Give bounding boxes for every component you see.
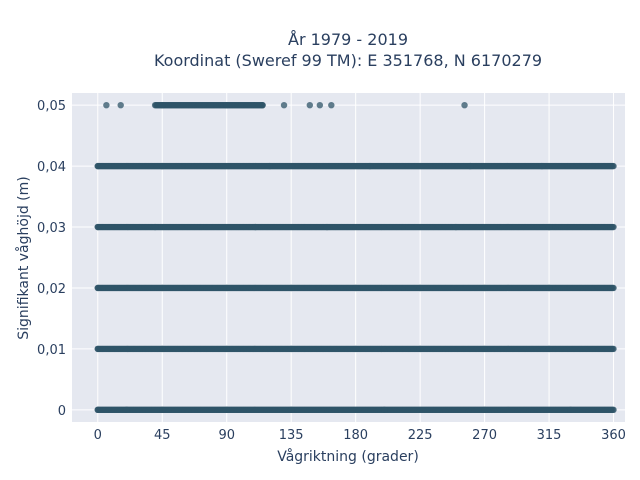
data-point: [416, 345, 424, 353]
data-point: [352, 345, 359, 353]
x-tick-label: 225: [408, 428, 433, 443]
data-point: [545, 284, 553, 292]
data-point: [94, 223, 101, 231]
data-point: [159, 162, 166, 170]
data-point: [481, 406, 488, 414]
data-point: [223, 101, 230, 109]
data-point: [366, 162, 374, 170]
data-point: [259, 101, 266, 109]
data-point: [467, 162, 474, 170]
y-tick-label: 0: [58, 404, 66, 419]
data-point: [381, 406, 388, 414]
data-point: [223, 345, 230, 353]
data-point: [416, 284, 424, 292]
x-axis-title: Vågriktning (grader): [277, 448, 419, 465]
data-point: [159, 406, 166, 414]
x-tick-label: 135: [279, 428, 304, 443]
data-point: [103, 101, 110, 109]
data-point: [94, 162, 101, 170]
data-point: [610, 223, 617, 231]
data-point: [287, 406, 295, 414]
data-point: [223, 284, 230, 292]
y-tick-label: 0,01: [37, 343, 66, 358]
data-point: [461, 101, 468, 109]
data-point: [280, 101, 288, 109]
x-tick-label: 45: [154, 428, 171, 443]
x-tick-labels: 0 45 90 135 180 225 270 315 360: [94, 428, 626, 443]
data-point: [287, 345, 295, 353]
data-point: [94, 345, 101, 353]
x-tick-label: 180: [343, 428, 368, 443]
data-point: [328, 101, 335, 109]
data-point: [117, 101, 124, 109]
data-point: [252, 223, 259, 231]
x-tick-label: 270: [472, 428, 497, 443]
data-point: [316, 101, 324, 109]
data-point: [567, 406, 574, 414]
x-tick-label: 315: [537, 428, 562, 443]
data-point: [545, 223, 553, 231]
x-tick-label: 0: [94, 428, 102, 443]
x-tick-label: 360: [601, 428, 626, 443]
data-point: [352, 284, 359, 292]
data-point: [159, 345, 166, 353]
chart-title-line1: År 1979 - 2019: [288, 30, 408, 49]
chart-title-line2: Koordinat (Sweref 99 TM): E 351768, N 61…: [154, 51, 542, 70]
data-point: [223, 406, 230, 414]
data-point: [610, 345, 617, 353]
y-tick-label: 0,03: [37, 221, 66, 236]
data-point: [159, 101, 166, 109]
data-point: [287, 284, 295, 292]
data-points: [94, 101, 617, 414]
data-point: [323, 223, 331, 231]
data-point: [94, 406, 101, 414]
y-tick-label: 0,02: [37, 282, 66, 297]
y-tick-labels: 0 0,01 0,02 0,03 0,04 0,05: [37, 99, 66, 419]
y-tick-label: 0,05: [37, 99, 66, 114]
plot-background: [72, 93, 625, 422]
data-point: [610, 284, 617, 292]
data-point: [538, 162, 546, 170]
data-point: [452, 223, 460, 231]
data-point: [610, 162, 617, 170]
data-point: [159, 284, 166, 292]
data-point: [266, 162, 273, 170]
data-point: [545, 345, 553, 353]
y-axis-title: Signifikant våghöjd (m): [15, 176, 32, 339]
data-point: [306, 101, 314, 109]
y-tick-label: 0,04: [37, 160, 66, 175]
data-point: [123, 406, 130, 414]
data-point: [481, 345, 488, 353]
x-tick-label: 90: [218, 428, 235, 443]
data-point: [94, 284, 101, 292]
data-point: [151, 223, 159, 231]
data-point: [481, 284, 488, 292]
data-point: [610, 406, 617, 414]
